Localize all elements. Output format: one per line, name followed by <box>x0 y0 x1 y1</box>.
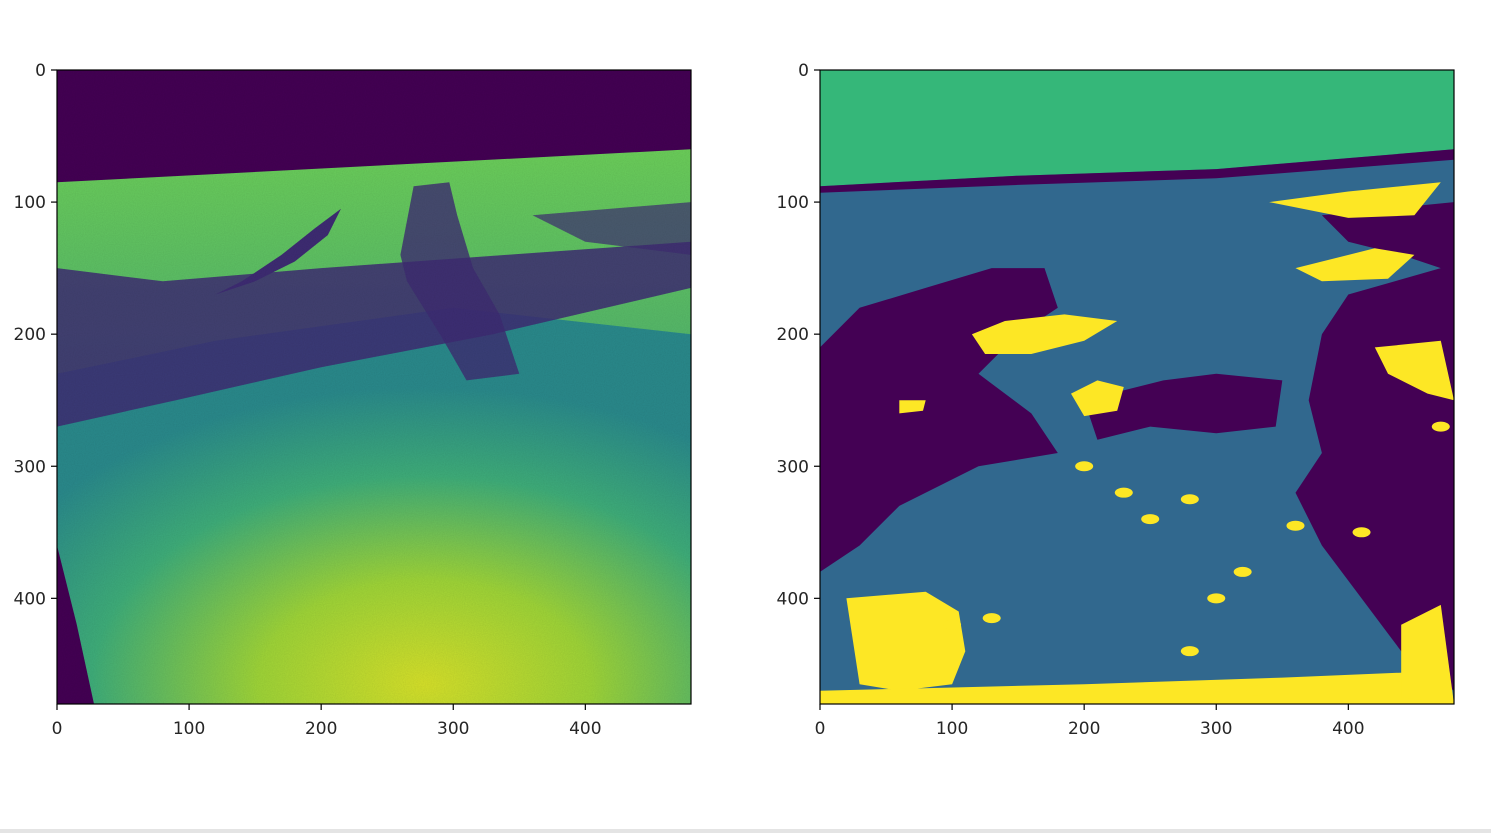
y-tick-label: 400 <box>777 589 809 609</box>
axis-ticks: 0 100 200 300 400 0 100 200 300 400 <box>14 61 602 739</box>
bottom-rule <box>0 829 1491 833</box>
intensity-image <box>57 70 691 704</box>
class-3-speck <box>1207 593 1226 604</box>
class-3-speck <box>1286 520 1305 531</box>
class-3-regions <box>820 182 1454 704</box>
class-3-blob <box>820 671 1454 704</box>
class-3-blob <box>971 314 1118 354</box>
class-3-speck <box>982 613 1001 624</box>
x-tick-label: 0 <box>52 719 63 739</box>
class-3-blob <box>1269 182 1441 218</box>
class-2-region <box>820 70 1454 187</box>
class-3-blob <box>1374 340 1454 401</box>
intensity-image-panel: 0 100 200 300 400 0 100 200 300 400 <box>14 61 692 739</box>
class-0-top-band <box>820 149 1454 193</box>
x-tick-label: 300 <box>437 719 469 739</box>
x-tick-label: 0 <box>815 719 826 739</box>
y-tick-label: 200 <box>777 325 809 345</box>
y-tick-label: 400 <box>14 589 46 609</box>
y-tick-label: 200 <box>14 325 46 345</box>
y-tick-label: 100 <box>777 193 809 213</box>
y-tick-label: 100 <box>14 193 46 213</box>
y-tick-label: 300 <box>14 457 46 477</box>
class-3-speck <box>1431 421 1450 432</box>
image-grain <box>57 70 691 704</box>
class-3-speck <box>1233 566 1252 577</box>
x-tick-label: 200 <box>1068 719 1100 739</box>
class-0-right-region <box>1295 202 1454 691</box>
class-3-speck <box>1352 527 1371 538</box>
class-0-mid-region <box>1084 373 1283 440</box>
segmentation-mask-panel: 0 100 200 300 400 0 100 200 300 400 <box>777 61 1455 739</box>
class-3-speck <box>1246 685 1265 696</box>
class-3-speck <box>1141 514 1160 525</box>
class-3-speck <box>1114 487 1133 498</box>
axis-ticks: 0 100 200 300 400 0 100 200 300 400 <box>777 61 1365 739</box>
class-3-blob <box>1401 604 1454 704</box>
y-tick-label: 300 <box>777 457 809 477</box>
class-3-speck <box>1180 494 1199 505</box>
x-tick-label: 200 <box>305 719 337 739</box>
class-3-blob <box>899 400 926 414</box>
x-tick-label: 400 <box>569 719 601 739</box>
segmentation-mask <box>820 70 1454 704</box>
axes-frame <box>56 69 692 705</box>
class-3-blob <box>1071 380 1124 417</box>
x-tick-label: 100 <box>936 719 968 739</box>
y-tick-label: 0 <box>35 61 46 81</box>
axes-frame <box>819 69 1455 705</box>
class-3-blob <box>1295 248 1415 282</box>
class-3-speck <box>1075 461 1094 472</box>
x-tick-label: 300 <box>1200 719 1232 739</box>
x-tick-label: 100 <box>173 719 205 739</box>
x-tick-label: 400 <box>1332 719 1364 739</box>
class-3-speck <box>1180 646 1199 657</box>
class-3-blob <box>846 591 966 691</box>
class-3-speck <box>943 619 962 630</box>
y-tick-label: 0 <box>798 61 809 81</box>
